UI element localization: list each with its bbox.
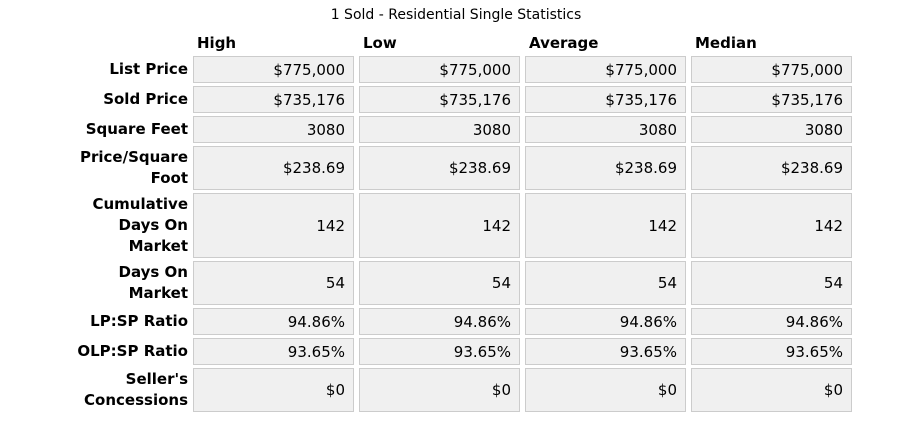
table-cell: $238.69: [193, 146, 354, 190]
table-corner-spacer: [0, 33, 188, 53]
table-cell: 54: [193, 261, 354, 305]
table-cell: $775,000: [193, 56, 354, 83]
table-cell: $0: [359, 368, 520, 412]
table-cell: 142: [193, 193, 354, 258]
table-cell: $0: [691, 368, 852, 412]
table-cell: 94.86%: [525, 308, 686, 335]
table-cell: $0: [525, 368, 686, 412]
table-cell: 54: [691, 261, 852, 305]
statistics-table: High Low Average Median List Price $775,…: [0, 33, 852, 412]
table-cell: 93.65%: [691, 338, 852, 365]
table-cell: 54: [525, 261, 686, 305]
row-label-sellers-concessions: Seller's Concessions: [84, 370, 188, 409]
row-label-list-price: List Price: [109, 60, 188, 78]
table-cell: $238.69: [359, 146, 520, 190]
column-header-average: Average: [529, 34, 599, 52]
table-cell: $775,000: [525, 56, 686, 83]
table-cell: 3080: [525, 116, 686, 143]
table-cell: 3080: [359, 116, 520, 143]
table-cell: 142: [525, 193, 686, 258]
table-cell: 93.65%: [359, 338, 520, 365]
row-label-sold-price: Sold Price: [103, 90, 188, 108]
table-cell: $735,176: [193, 86, 354, 113]
table-cell: 142: [691, 193, 852, 258]
table-cell: $775,000: [691, 56, 852, 83]
row-label-cumulative-days-on-market: Cumulative Days On Market: [92, 195, 188, 255]
table-cell: 3080: [193, 116, 354, 143]
table-cell: 93.65%: [525, 338, 686, 365]
row-label-olp-sp-ratio: OLP:SP Ratio: [77, 342, 188, 360]
table-cell: $238.69: [691, 146, 852, 190]
table-cell: 93.65%: [193, 338, 354, 365]
row-label-lp-sp-ratio: LP:SP Ratio: [90, 312, 188, 330]
column-header-median: Median: [695, 34, 757, 52]
table-cell: 94.86%: [691, 308, 852, 335]
row-label-price-per-square-foot: Price/Square Foot: [80, 148, 188, 187]
table-cell: $735,176: [359, 86, 520, 113]
table-cell: 94.86%: [359, 308, 520, 335]
table-cell: $735,176: [691, 86, 852, 113]
table-cell: 142: [359, 193, 520, 258]
table-cell: 94.86%: [193, 308, 354, 335]
table-cell: 3080: [691, 116, 852, 143]
table-cell: $238.69: [525, 146, 686, 190]
row-label-days-on-market: Days On Market: [118, 263, 188, 302]
table-cell: 54: [359, 261, 520, 305]
table-cell: $775,000: [359, 56, 520, 83]
row-label-square-feet: Square Feet: [85, 120, 188, 138]
column-header-high: High: [197, 34, 237, 52]
column-header-low: Low: [363, 34, 397, 52]
page-title: 1 Sold - Residential Single Statistics: [330, 7, 582, 23]
table-cell: $735,176: [525, 86, 686, 113]
table-cell: $0: [193, 368, 354, 412]
